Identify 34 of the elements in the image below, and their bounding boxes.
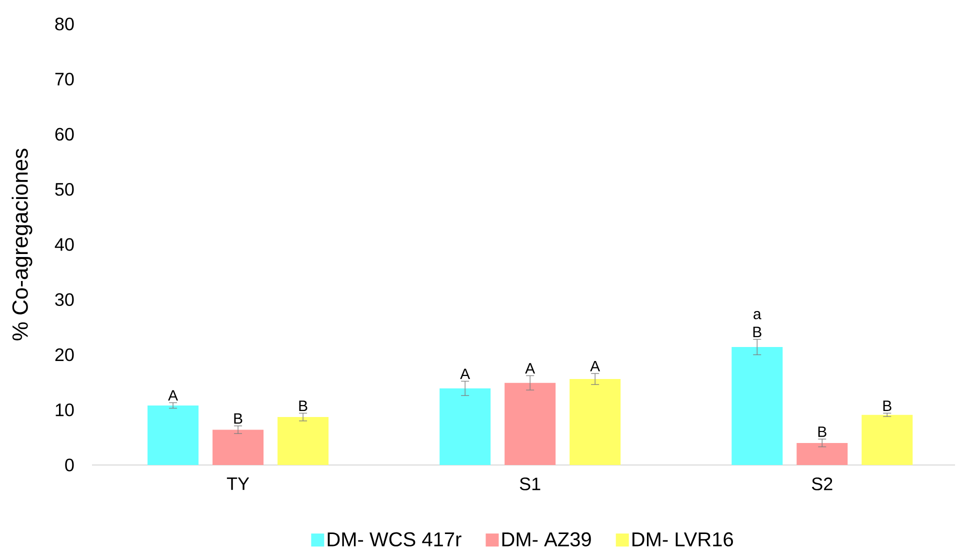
y-tick-label: 60 xyxy=(55,128,74,141)
x-tick-label: S2 xyxy=(812,478,832,490)
legend-label: DM- AZ39 xyxy=(502,532,591,546)
y-tick-label: 40 xyxy=(54,238,74,251)
bar xyxy=(796,442,848,465)
bar xyxy=(278,417,329,465)
bar xyxy=(212,430,264,465)
y-tick-label: 20 xyxy=(55,348,74,362)
y-tick-label: 10 xyxy=(56,403,74,416)
data-label: B xyxy=(299,400,308,411)
y-tick-label: 0 xyxy=(65,458,74,472)
bar xyxy=(732,347,783,465)
data-label: A xyxy=(525,363,536,374)
bar xyxy=(862,414,913,465)
data-label: B xyxy=(234,413,242,424)
data-label: A xyxy=(590,360,600,372)
bar xyxy=(148,405,199,465)
bar xyxy=(504,382,556,465)
legend-label: DM- LVR16 xyxy=(632,532,733,546)
y-tick-label: 70 xyxy=(55,72,74,86)
data-label: A xyxy=(168,390,178,401)
x-tick-label: S1 xyxy=(520,478,540,490)
bar xyxy=(440,388,491,465)
y-tick-label: 30 xyxy=(55,293,74,306)
data-label: B xyxy=(818,426,826,437)
y-tick-label: 80 xyxy=(55,18,74,30)
data-label: a B xyxy=(753,311,762,338)
legend-label: DM- WCS 417r xyxy=(328,532,462,546)
y-tick-label: 50 xyxy=(55,182,74,196)
x-tick-label: TY xyxy=(226,478,250,490)
data-label: B xyxy=(883,400,892,411)
y-axis-title: % Co-agregaciones xyxy=(12,148,32,340)
data-label: A xyxy=(460,368,470,380)
bar xyxy=(570,379,621,465)
